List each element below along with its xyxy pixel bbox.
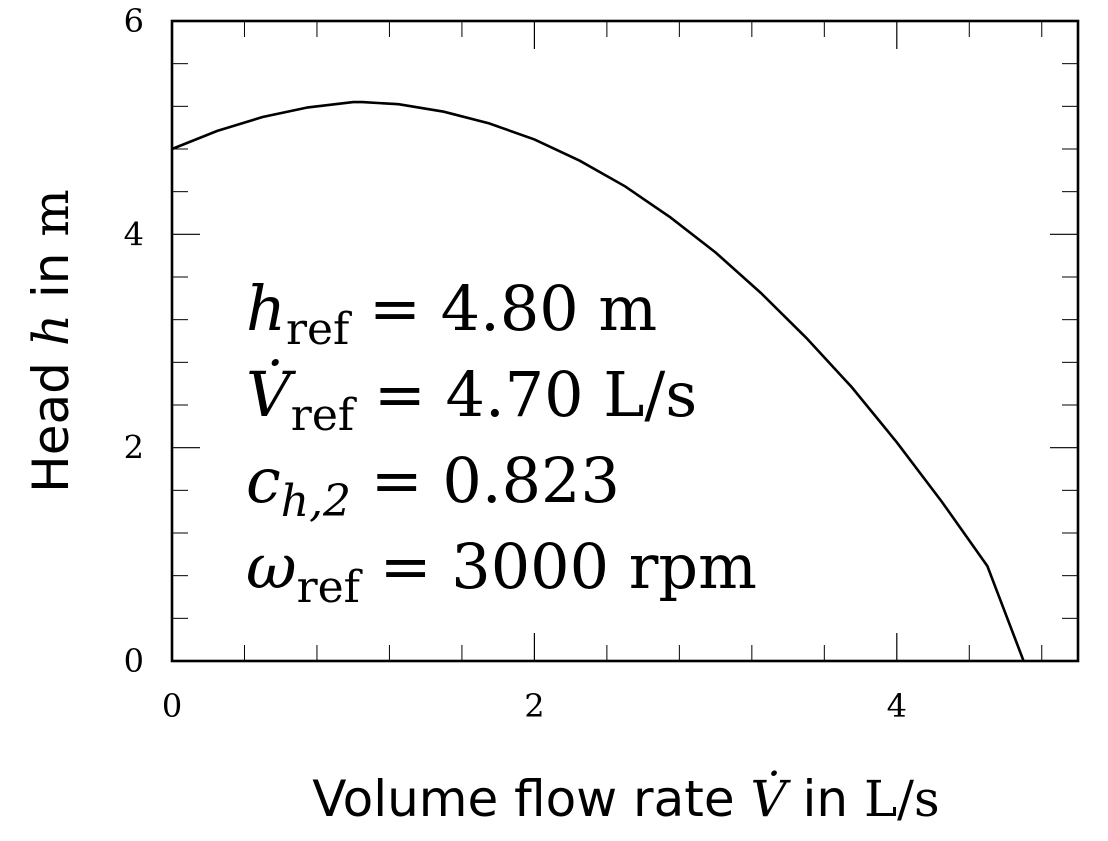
annotation-subscript: ref [297, 562, 363, 613]
annotation-block: href = 4.80 mV̇ref = 4.70 L/sch,2 = 0.82… [246, 272, 757, 613]
head-curve-line [171, 100, 1025, 662]
annotation-symbol: ω [246, 530, 297, 603]
annotation-subscript: h,2 [281, 476, 351, 527]
x-tick-labels: 0 2 4 [162, 687, 907, 725]
x-tick-label: 0 [162, 687, 182, 725]
x-axis-label-symbol: V̇ [750, 769, 791, 828]
y-tick-label: 0 [124, 642, 144, 680]
y-axis-label-symbol: h [22, 314, 80, 346]
y-axis-label-in: in [22, 237, 80, 314]
annotation-symbol: h [246, 272, 286, 345]
y-axis-label: Head h in m [22, 189, 80, 493]
x-axis-label: Volume flow rate V̇ in L/s [312, 769, 939, 828]
minor-ticks [172, 21, 1078, 661]
annotation-line: ωref = 3000 rpm [246, 530, 757, 613]
x-tick-label: 4 [887, 687, 907, 725]
x-axis-label-text: Volume flow rate [312, 770, 750, 828]
annotation-symbol: V̇ [246, 358, 297, 431]
annotation-value: = 3000 rpm [360, 530, 757, 603]
annotation-symbol: c [246, 444, 281, 517]
x-axis-label-in: in [787, 770, 864, 828]
annotation-value: = 0.823 [351, 444, 620, 517]
annotation-line: ch,2 = 0.823 [246, 444, 620, 527]
y-tick-label: 2 [124, 429, 144, 467]
y-tick-labels: 0 2 4 6 [124, 2, 144, 680]
annotation-line: V̇ref = 4.70 L/s [246, 358, 697, 441]
annotation-value: = 4.80 m [349, 272, 657, 345]
y-axis-label-unit: m [22, 189, 80, 236]
annotation-value: = 4.70 L/s [354, 358, 697, 431]
x-axis-label-unit: L/s [864, 770, 940, 828]
annotation-subscript: ref [286, 304, 352, 355]
y-axis-label-text: Head [22, 346, 80, 493]
annotation-line: href = 4.80 m [246, 272, 657, 355]
plot-frame [170, 19, 1080, 663]
y-tick-label: 6 [124, 2, 144, 40]
annotation-subscript: ref [291, 390, 357, 441]
x-tick-label: 2 [524, 687, 544, 725]
y-tick-label: 4 [124, 215, 144, 253]
